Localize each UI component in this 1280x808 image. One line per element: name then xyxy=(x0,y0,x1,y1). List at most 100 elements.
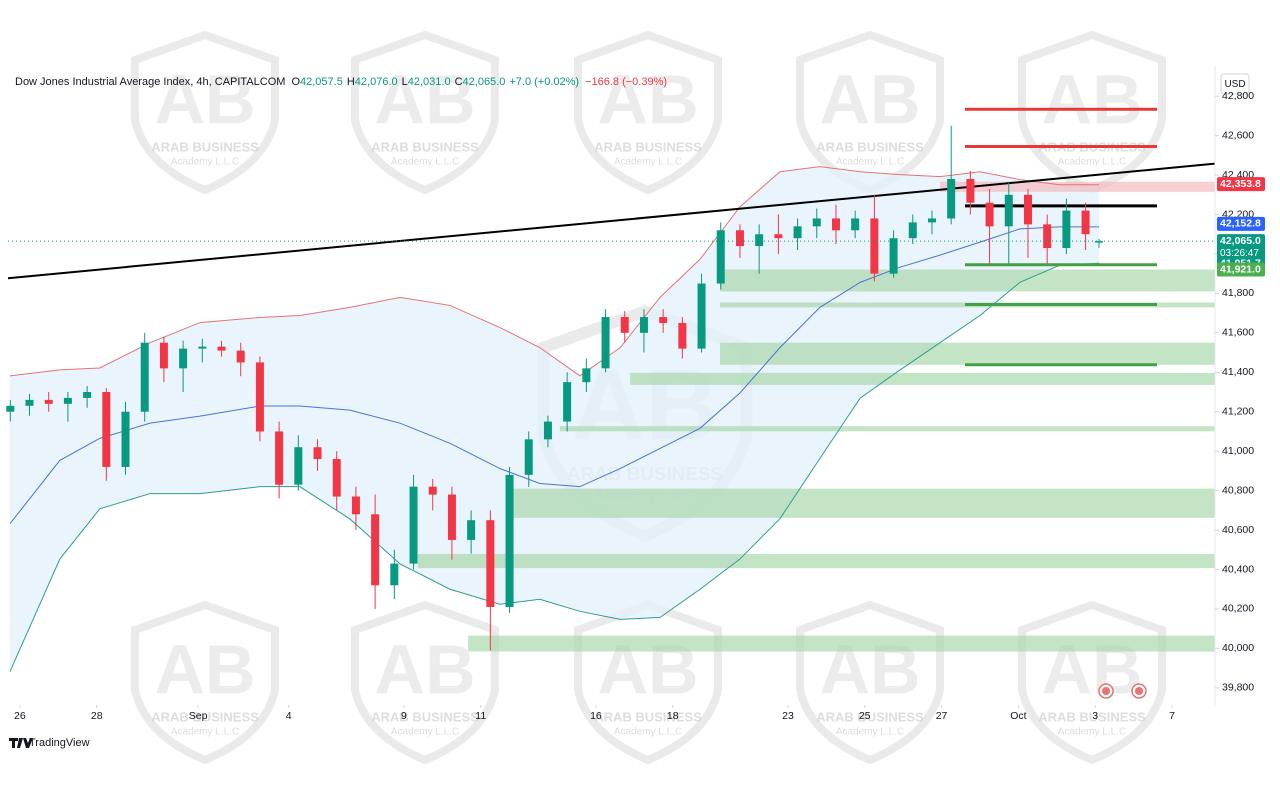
candle-body xyxy=(140,342,149,412)
candle-body xyxy=(102,392,111,467)
zone xyxy=(630,372,1215,385)
price-tag-label: 42,353.8 xyxy=(1220,178,1261,190)
candle-body xyxy=(601,317,610,369)
candle-body xyxy=(467,520,476,540)
candle-body xyxy=(755,234,764,247)
candle-body xyxy=(1004,194,1013,227)
watermark-title: ARAB BUSINESS xyxy=(1038,709,1146,724)
y-tick-label: 39,800 xyxy=(1222,682,1254,694)
zone xyxy=(417,553,1215,569)
candle-body xyxy=(793,226,802,239)
brand: TradingView xyxy=(29,737,90,749)
candle-body xyxy=(1023,194,1032,225)
price-tag-label: 42,065.0 xyxy=(1220,235,1261,247)
ohlc-label: C xyxy=(455,76,463,88)
candle-body xyxy=(236,350,245,363)
trendline xyxy=(7,162,1216,280)
candle-body xyxy=(1081,210,1090,235)
watermark-shield xyxy=(574,30,722,195)
y-tick-label: 41,400 xyxy=(1222,366,1254,378)
watermark-shield xyxy=(131,30,279,195)
ohlc-value: 42,057.5 xyxy=(300,76,343,88)
price-tag xyxy=(1217,177,1265,192)
candle-body xyxy=(294,447,303,485)
ohlc-value: 42,065.0 xyxy=(463,76,506,88)
x-tick-label: 18 xyxy=(667,710,679,722)
watermark-shield xyxy=(351,30,499,195)
candle-body xyxy=(563,382,572,422)
ohlc-label: L xyxy=(402,76,408,88)
watermark-monogram: AB xyxy=(154,60,255,138)
candle-body xyxy=(620,317,629,333)
brand-logo xyxy=(9,738,33,748)
candle-body xyxy=(908,222,917,239)
y-tick-label: 42,800 xyxy=(1222,90,1254,102)
y-tick-label: 41,600 xyxy=(1222,327,1254,339)
y-tick-label: 41,000 xyxy=(1222,445,1254,457)
watermark-shield xyxy=(796,600,944,765)
candle-body xyxy=(63,397,72,404)
watermark-subtitle: Academy L.L.C xyxy=(614,157,682,168)
x-tick-label: 25 xyxy=(859,710,871,722)
y-tick-label: 42,600 xyxy=(1222,129,1254,141)
x-tick-label: 16 xyxy=(590,710,602,722)
watermark-subtitle: Academy L.L.C xyxy=(614,727,682,738)
candle-body xyxy=(351,496,360,515)
candle-body xyxy=(812,218,821,227)
candle-body xyxy=(889,238,898,274)
candle-body xyxy=(774,234,783,239)
change: +7.0 (+0.02%) xyxy=(509,76,579,88)
watermark-title: ARAB BUSINESS xyxy=(371,139,479,154)
watermark-subtitle: Academy L.L.C xyxy=(836,727,904,738)
candle-body xyxy=(639,317,648,333)
watermark-shield xyxy=(1018,600,1166,765)
candle-body xyxy=(371,514,380,586)
watermark-shield xyxy=(351,600,499,765)
price-tag-label: 41,921.0 xyxy=(1220,263,1261,275)
price-tag xyxy=(1217,216,1265,231)
candle-body xyxy=(1062,210,1071,249)
price-tag-label: 42,152.8 xyxy=(1220,218,1261,230)
band-fill xyxy=(9,166,1100,672)
watermark-subtitle: Academy L.L.C xyxy=(171,727,239,738)
zone xyxy=(940,181,1215,192)
watermark-subtitle: Academy L.L.C xyxy=(171,157,239,168)
candle-body xyxy=(428,486,437,495)
x-tick-label: 3 xyxy=(1092,710,1098,722)
price-tag xyxy=(1217,262,1265,277)
watermark-title: ARAB BUSINESS xyxy=(816,139,924,154)
candle-body xyxy=(966,179,975,203)
candle-body xyxy=(255,362,264,432)
countdown: 03:26:47 xyxy=(1220,248,1259,259)
zone xyxy=(719,269,1215,292)
y-tick-label: 40,000 xyxy=(1222,642,1254,654)
y-tick-label: 41,200 xyxy=(1222,406,1254,418)
candle-body xyxy=(659,317,668,323)
zone xyxy=(468,635,1215,652)
candle-body xyxy=(6,405,15,412)
title: Dow Jones Industrial Average Index, 4h, … xyxy=(15,76,285,88)
watermark-title: ARAB BUSINESS xyxy=(151,709,259,724)
x-tick-label: 11 xyxy=(475,710,486,722)
x-tick-label: 7 xyxy=(1169,710,1175,722)
candle-body xyxy=(179,348,188,369)
candle-body xyxy=(1043,224,1052,249)
watermark-title: ARAB BUSINESS xyxy=(594,709,702,724)
candle-body xyxy=(524,439,533,475)
x-tick-label: 9 xyxy=(401,710,407,722)
candle-body xyxy=(332,459,341,497)
y-tick-label: 40,800 xyxy=(1222,484,1254,496)
candle-body xyxy=(121,411,130,467)
y-tick-label: 40,400 xyxy=(1222,563,1254,575)
x-tick-label: 27 xyxy=(936,710,948,722)
price-tag xyxy=(1217,234,1265,261)
candle-body xyxy=(582,368,591,383)
ohlc-label: H xyxy=(347,76,355,88)
watermark-monogram: AB xyxy=(374,630,475,708)
band-middle xyxy=(9,226,1100,525)
candle-body xyxy=(83,392,92,398)
candle-body xyxy=(159,342,168,369)
currency-button[interactable] xyxy=(1220,73,1250,95)
watermark-subtitle: Academy L.L.C xyxy=(391,157,459,168)
candle-body xyxy=(313,447,322,460)
